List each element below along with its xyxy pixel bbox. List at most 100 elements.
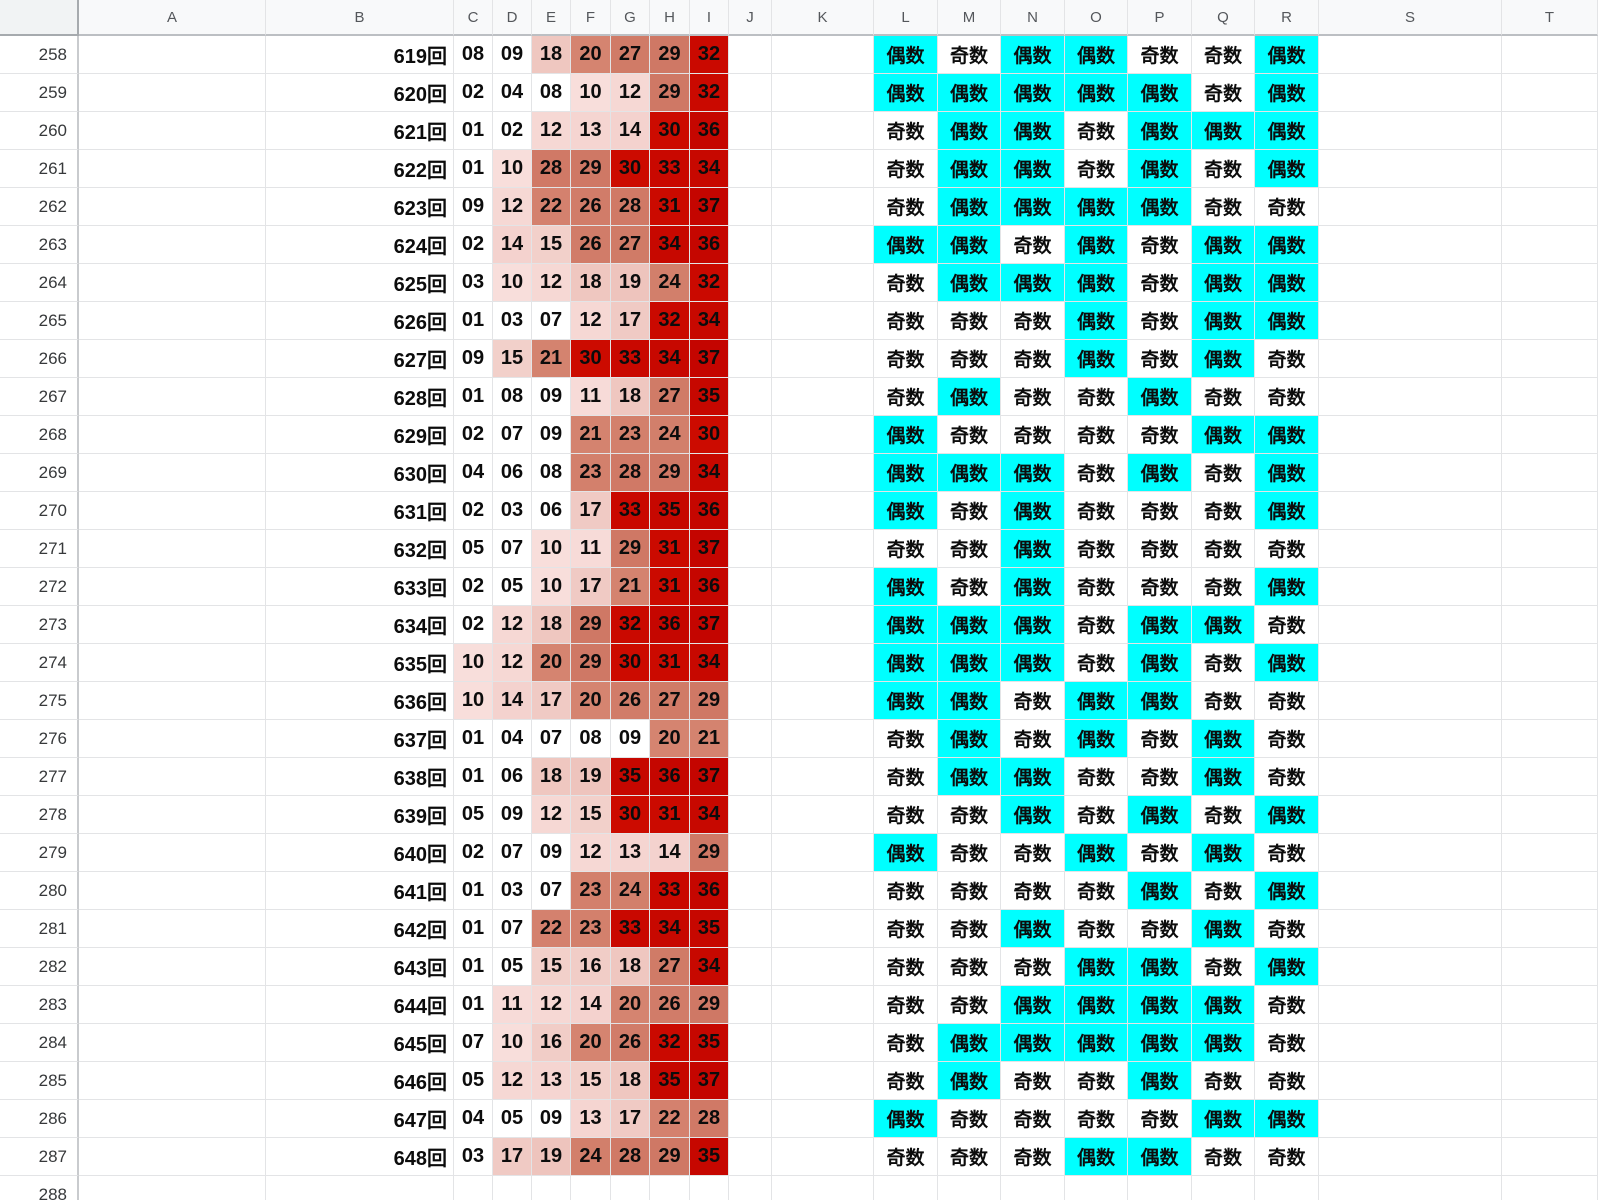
empty-cell[interactable] [1502,302,1598,340]
number-cell[interactable]: 10 [454,644,493,682]
empty-cell[interactable] [772,986,874,1024]
parity-cell[interactable]: 奇数 [1001,340,1065,378]
empty-cell[interactable] [729,454,772,492]
number-cell[interactable]: 23 [571,872,611,910]
empty-cell[interactable] [1502,226,1598,264]
number-cell[interactable]: 37 [690,340,729,378]
number-cell[interactable]: 27 [650,948,690,986]
empty-cell[interactable] [772,1024,874,1062]
number-cell[interactable]: 35 [690,1138,729,1176]
empty-cell[interactable] [772,758,874,796]
number-cell[interactable]: 31 [650,530,690,568]
number-cell[interactable]: 36 [690,872,729,910]
parity-cell[interactable]: 偶数 [938,1062,1001,1100]
empty-cell[interactable] [772,74,874,112]
draw-cell[interactable]: 626回 [266,302,454,340]
empty-cell[interactable] [79,834,266,872]
parity-cell[interactable]: 奇数 [1128,834,1192,872]
row-header[interactable]: 270 [0,492,79,530]
number-cell[interactable]: 33 [650,150,690,188]
empty-cell[interactable] [79,340,266,378]
parity-cell[interactable]: 奇数 [1001,302,1065,340]
number-cell[interactable]: 28 [611,188,650,226]
number-cell[interactable]: 02 [454,606,493,644]
empty-cell[interactable] [79,1100,266,1138]
parity-cell[interactable]: 奇数 [1192,644,1255,682]
parity-cell[interactable] [1128,1176,1192,1200]
empty-cell[interactable] [79,302,266,340]
number-cell[interactable]: 12 [532,264,571,302]
parity-cell[interactable]: 偶数 [1128,74,1192,112]
column-header-Q[interactable]: Q [1192,0,1255,36]
number-cell[interactable]: 02 [493,112,532,150]
empty-cell[interactable] [729,74,772,112]
number-cell[interactable]: 13 [571,112,611,150]
empty-cell[interactable] [729,492,772,530]
parity-cell[interactable]: 偶数 [1255,454,1319,492]
number-cell[interactable]: 18 [611,1062,650,1100]
number-cell[interactable]: 37 [690,606,729,644]
column-header-B[interactable]: B [266,0,454,36]
number-cell[interactable]: 31 [650,796,690,834]
empty-cell[interactable] [79,454,266,492]
parity-cell[interactable]: 奇数 [1192,568,1255,606]
empty-cell[interactable] [729,1024,772,1062]
number-cell[interactable]: 35 [650,1062,690,1100]
parity-cell[interactable]: 奇数 [938,340,1001,378]
parity-cell[interactable]: 偶数 [874,492,938,530]
number-cell[interactable]: 12 [532,796,571,834]
parity-cell[interactable]: 奇数 [1192,948,1255,986]
empty-cell[interactable] [1319,568,1502,606]
parity-cell[interactable]: 偶数 [1255,796,1319,834]
number-cell[interactable]: 30 [571,340,611,378]
number-cell[interactable]: 18 [611,948,650,986]
empty-cell[interactable] [729,682,772,720]
row-header[interactable]: 280 [0,872,79,910]
number-cell[interactable]: 10 [532,530,571,568]
number-cell[interactable]: 07 [532,720,571,758]
number-cell[interactable]: 03 [454,264,493,302]
parity-cell[interactable]: 偶数 [938,454,1001,492]
parity-cell[interactable]: 奇数 [1065,378,1128,416]
parity-cell[interactable]: 奇数 [874,340,938,378]
column-header-D[interactable]: D [493,0,532,36]
empty-cell[interactable] [772,454,874,492]
parity-cell[interactable]: 偶数 [1192,834,1255,872]
empty-cell[interactable] [1319,530,1502,568]
number-cell[interactable]: 29 [690,682,729,720]
number-cell[interactable]: 28 [690,1100,729,1138]
number-cell[interactable]: 22 [650,1100,690,1138]
parity-cell[interactable]: 奇数 [874,1062,938,1100]
number-cell[interactable]: 04 [454,1100,493,1138]
parity-cell[interactable]: 奇数 [1001,416,1065,454]
parity-cell[interactable]: 偶数 [1128,378,1192,416]
number-cell[interactable]: 27 [611,36,650,74]
empty-cell[interactable] [1502,264,1598,302]
number-cell[interactable] [571,1176,611,1200]
parity-cell[interactable]: 偶数 [1128,1138,1192,1176]
parity-cell[interactable]: 奇数 [938,1100,1001,1138]
draw-cell[interactable]: 628回 [266,378,454,416]
draw-cell[interactable]: 643回 [266,948,454,986]
parity-cell[interactable]: 奇数 [874,112,938,150]
draw-cell[interactable]: 647回 [266,1100,454,1138]
empty-cell[interactable] [729,226,772,264]
column-header-I[interactable]: I [690,0,729,36]
parity-cell[interactable]: 偶数 [1065,720,1128,758]
parity-cell[interactable] [1255,1176,1319,1200]
parity-cell[interactable]: 偶数 [1192,606,1255,644]
number-cell[interactable]: 32 [690,36,729,74]
parity-cell[interactable]: 偶数 [1065,834,1128,872]
parity-cell[interactable]: 奇数 [1128,758,1192,796]
draw-cell[interactable]: 636回 [266,682,454,720]
parity-cell[interactable]: 偶数 [874,36,938,74]
parity-cell[interactable]: 偶数 [1192,720,1255,758]
empty-cell[interactable] [772,264,874,302]
parity-cell[interactable]: 偶数 [1001,36,1065,74]
empty-cell[interactable] [729,1138,772,1176]
empty-cell[interactable] [1502,986,1598,1024]
number-cell[interactable] [454,1176,493,1200]
number-cell[interactable]: 36 [650,758,690,796]
parity-cell[interactable]: 奇数 [1255,188,1319,226]
parity-cell[interactable]: 奇数 [938,872,1001,910]
